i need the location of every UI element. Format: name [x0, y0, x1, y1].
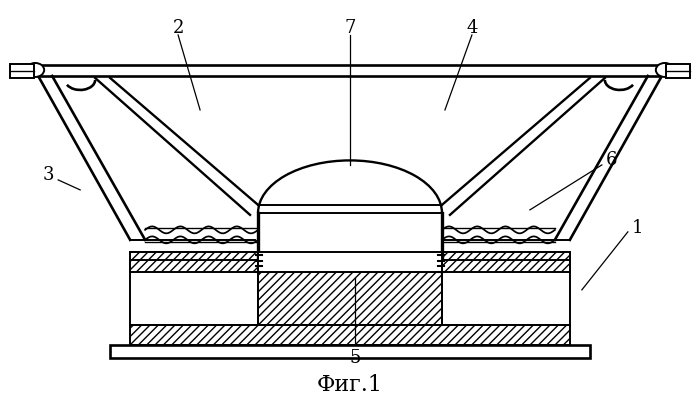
- Text: 4: 4: [466, 19, 477, 37]
- Text: 1: 1: [632, 219, 644, 237]
- Ellipse shape: [656, 63, 674, 77]
- Bar: [258, 272, 442, 325]
- Text: 7: 7: [345, 19, 356, 37]
- Bar: [442, 252, 570, 272]
- Text: 5: 5: [350, 349, 361, 367]
- Bar: [130, 260, 258, 325]
- Bar: [442, 260, 570, 325]
- Ellipse shape: [26, 63, 44, 77]
- Bar: [130, 252, 258, 272]
- Text: 3: 3: [43, 166, 54, 184]
- Text: Фиг.1: Фиг.1: [317, 374, 383, 396]
- Text: 6: 6: [606, 151, 618, 169]
- Bar: [666, 64, 690, 78]
- Bar: [10, 64, 34, 78]
- Bar: [110, 345, 590, 358]
- Bar: [258, 252, 442, 272]
- Bar: [130, 325, 570, 345]
- Text: 2: 2: [173, 19, 184, 37]
